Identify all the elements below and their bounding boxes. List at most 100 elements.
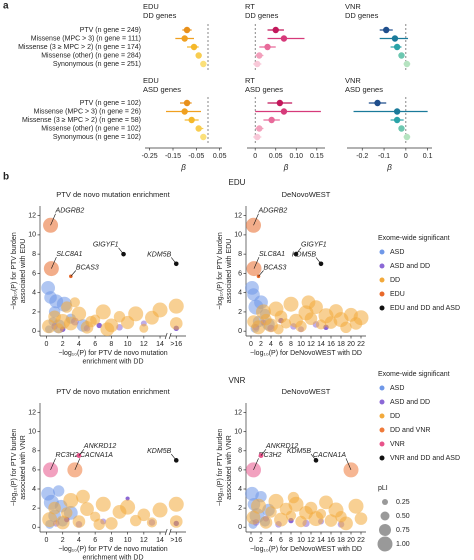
x-tick-label: 8	[109, 341, 113, 348]
category-label: Missense (3 ≥ MPC > 2) (n gene = 58)	[22, 117, 141, 124]
chart-subtitle: DD genes	[143, 11, 177, 20]
point	[391, 35, 399, 42]
x-tick-label: 22	[357, 341, 365, 348]
axis-break	[164, 528, 168, 536]
gene-label: ADGRB2	[55, 208, 85, 215]
y-axis-label: associated with VNR	[20, 435, 27, 500]
point	[254, 60, 261, 68]
axis-break	[168, 528, 172, 536]
point	[272, 26, 279, 34]
point	[354, 512, 368, 525]
gene-label: KDM5B	[147, 251, 171, 258]
gene-label: BCAS3	[76, 264, 99, 271]
x-tick-label: 0.15	[310, 153, 324, 160]
gene-label: GIGYF1	[93, 242, 119, 249]
point	[276, 99, 284, 107]
point	[304, 312, 318, 325]
x-tick-label: 0	[404, 153, 408, 160]
y-axis-label: associated with VNR	[226, 435, 233, 500]
point	[72, 515, 86, 528]
point	[168, 298, 184, 314]
leader-line	[295, 247, 302, 255]
legend-swatch	[379, 385, 385, 391]
category-label: Synonymous (n gene = 251)	[53, 61, 141, 68]
point	[139, 323, 149, 333]
x-tick-label: 8	[289, 341, 293, 348]
point	[80, 502, 94, 516]
legend-title: Exome-wide significant	[378, 371, 450, 378]
point	[146, 517, 158, 528]
x-tick-label: 16	[327, 537, 335, 544]
point	[324, 514, 338, 527]
point	[246, 510, 261, 525]
y-axis-label: −log₁₀(P) for PTV burden	[217, 232, 224, 310]
x-tick-label: -0.2	[356, 153, 368, 160]
leader-line	[70, 270, 77, 277]
x-tick-label: 4	[77, 341, 81, 348]
x-tick-label: 0	[253, 153, 257, 160]
y-axis-label: associated with EDU	[226, 239, 233, 304]
y-axis-label: associated with EDU	[20, 239, 27, 304]
chart-subtitle: ASD genes	[245, 85, 283, 94]
point	[128, 306, 144, 322]
leader-line	[78, 448, 85, 456]
x-tick-label: 4	[269, 537, 273, 544]
gene-label: ANKRD12	[265, 443, 298, 450]
leader-line	[253, 256, 260, 269]
y-axis-label: −log₁₀(P) for PTV burden	[11, 232, 18, 310]
point	[168, 496, 184, 512]
x-axis-label: β	[180, 163, 186, 172]
legend-swatch	[379, 413, 385, 419]
y-axis-label: −log₁₀(P) for PTV burden	[217, 429, 224, 507]
y-tick-label: 2	[32, 309, 36, 316]
leader-line	[258, 270, 264, 277]
chart-title: DeNovoWEST	[282, 387, 331, 396]
gene-label: CACNA1A	[313, 452, 346, 459]
point	[393, 43, 401, 51]
leader-line	[51, 256, 57, 269]
point	[137, 508, 151, 522]
legend-swatch	[379, 249, 385, 255]
y-tick-label: 12	[28, 212, 36, 219]
chart-title: EDU	[143, 76, 159, 85]
gene-label: ADGRB2	[258, 208, 288, 215]
point	[398, 52, 405, 59]
x-tick-label: 10	[124, 537, 132, 544]
legend-label: DD	[390, 277, 400, 284]
x-tick-label: 16	[327, 341, 335, 348]
point	[348, 498, 364, 514]
point	[398, 125, 405, 132]
point	[280, 108, 288, 115]
x-tick-label: 0.1	[423, 153, 433, 160]
point	[120, 499, 136, 515]
legend-swatch	[379, 291, 385, 297]
point	[105, 517, 118, 530]
x-tick-label: 2	[259, 537, 263, 544]
x-tick-label: -0.1	[378, 153, 390, 160]
point	[152, 502, 168, 518]
point	[85, 315, 97, 328]
category-label: Missense (other) (n gene = 102)	[41, 125, 141, 132]
panel-label: a	[3, 1, 9, 12]
point	[353, 310, 369, 326]
y-tick-label: 4	[238, 486, 242, 493]
leader-line	[74, 458, 81, 471]
y-tick-label: 6	[32, 467, 36, 474]
x-tick-label: 4	[77, 537, 81, 544]
gene-label: KDM5B	[147, 448, 171, 455]
point	[268, 116, 275, 124]
x-tick-label: 0	[249, 537, 253, 544]
y-tick-label: 2	[238, 505, 242, 512]
x-tick-label: 6	[279, 537, 283, 544]
x-tick-label: 0	[249, 341, 253, 348]
axis-break	[168, 332, 172, 340]
x-tick-label: 12	[307, 537, 315, 544]
point	[69, 297, 80, 308]
point	[251, 498, 266, 514]
point	[256, 125, 263, 132]
chart-subtitle: ASD genes	[345, 85, 383, 94]
x-tick-label: -0.05	[188, 153, 204, 160]
y-tick-label: 4	[32, 486, 36, 493]
legend-label: ASD and DD	[390, 399, 430, 406]
